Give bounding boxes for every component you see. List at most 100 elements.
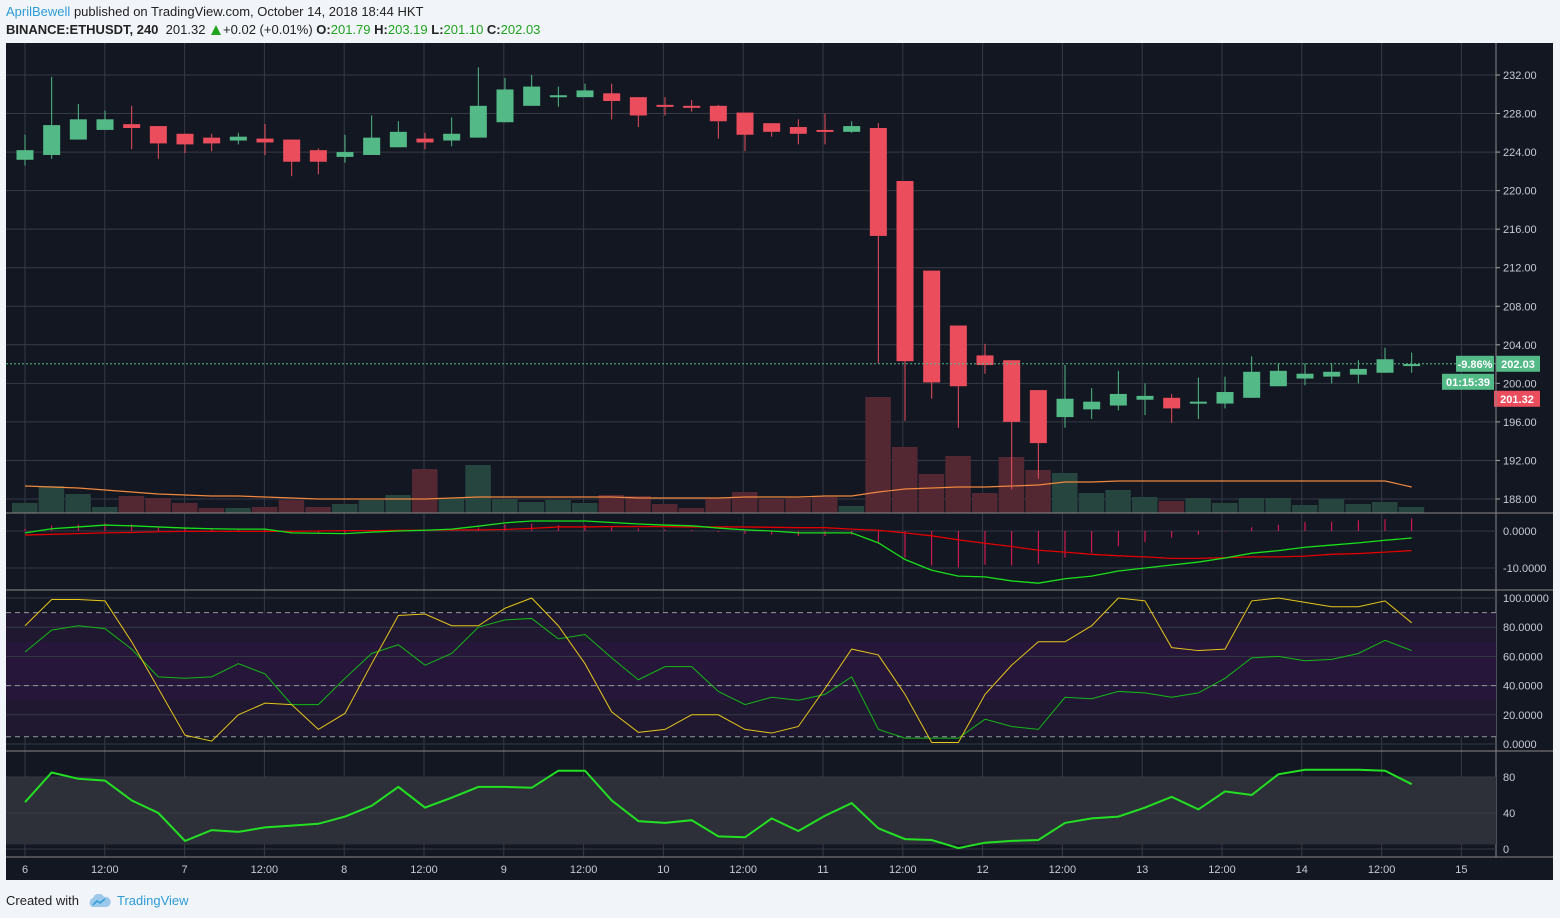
close-label: C: <box>486 22 501 37</box>
time-axis-label: 8 <box>341 864 347 876</box>
candle-up <box>576 90 594 98</box>
macd-axis-label: -10.0000 <box>1503 563 1546 575</box>
candle-down <box>203 137 221 144</box>
candle-down <box>789 127 807 134</box>
volume-bar <box>1212 503 1238 513</box>
candle-down <box>976 355 994 366</box>
stoch-axis-label: 100.0000 <box>1503 593 1549 605</box>
time-axis-label: 13 <box>1136 864 1148 876</box>
volume-bar <box>972 493 998 513</box>
symbol-legend: BINANCE:ETHUSDT, 240 201.32 +0.02 (+0.01… <box>6 22 540 37</box>
price-axis-label: 212.00 <box>1503 263 1537 275</box>
percent-change-badge-bg <box>1456 355 1494 372</box>
time-axis-label: 12:00 <box>251 864 279 876</box>
price-axis-label: 192.00 <box>1503 455 1537 467</box>
price-chart[interactable]: 6 12:00 7 12:00 8 12:00 9 12:00 10 12:00 11 12:00 12… <box>0 40 1560 882</box>
volume-bar <box>1052 473 1078 513</box>
volume-ma-line <box>24 480 1412 500</box>
volume-bar <box>438 498 465 513</box>
stoch-axis-label: 40.0000 <box>1503 681 1543 693</box>
time-axis-label: 11 <box>817 864 828 876</box>
volume-bar <box>145 498 171 513</box>
volume-bar <box>1398 507 1425 513</box>
close-price-badge: 202.03 <box>1501 359 1535 371</box>
price-axis-label: 224.00 <box>1503 147 1537 159</box>
candle-down <box>923 270 941 383</box>
time-axis-label: 7 <box>182 864 188 876</box>
last-price: 201.32 <box>165 22 206 37</box>
candle-up <box>1269 370 1287 387</box>
candle-up <box>1109 393 1127 406</box>
candle-up <box>469 105 487 138</box>
volume-bar <box>278 500 305 513</box>
up-arrow-icon <box>211 25 222 35</box>
volume-bar <box>518 502 545 513</box>
volume-bar <box>198 508 225 513</box>
volume-bar <box>492 499 518 513</box>
volume-bar <box>785 498 811 513</box>
volume-bar <box>1238 498 1265 513</box>
candle-down <box>416 138 434 143</box>
price-axis-label: 208.00 <box>1503 301 1537 313</box>
time-axis-label: 9 <box>501 864 507 876</box>
candle-up <box>1403 364 1421 367</box>
candle-up <box>496 89 514 123</box>
volume-bar <box>305 507 331 513</box>
volume-bar <box>678 508 705 513</box>
time-axis-label: 12:00 <box>410 864 438 876</box>
brand-name: TradingView <box>116 893 189 908</box>
candle-up <box>363 137 381 155</box>
price-axis-label: 232.00 <box>1503 70 1537 82</box>
candle-down <box>949 325 967 387</box>
volume-bar <box>465 465 491 513</box>
time-axis-label: 12:00 <box>1049 864 1077 876</box>
volume-bar <box>625 496 651 513</box>
volume-bar <box>252 507 278 513</box>
footer: Created with TradingView <box>6 893 189 908</box>
candle-up <box>96 119 114 130</box>
symbol-name: BINANCE:ETHUSDT, 240 <box>6 22 159 37</box>
bar-countdown-badge-bg <box>1442 373 1494 390</box>
price-axis-label: 216.00 <box>1503 224 1537 236</box>
volume-bar <box>1292 505 1318 513</box>
candle-down <box>763 123 781 132</box>
candle-down <box>1163 397 1181 409</box>
low-label: L: <box>431 22 444 37</box>
candle-down <box>1029 390 1047 444</box>
time-axis-label: 12:00 <box>729 864 757 876</box>
candle-up <box>1083 401 1101 410</box>
volume-bar <box>38 486 65 513</box>
candle-down <box>816 129 834 132</box>
candle-up <box>843 126 861 132</box>
volume-bar <box>1132 497 1158 513</box>
stoch-k-line <box>24 597 1413 744</box>
candle-down <box>149 126 167 144</box>
candle-up <box>229 136 247 141</box>
volume-bar <box>1265 498 1291 513</box>
volume-bar <box>1345 504 1371 513</box>
open-label: O: <box>316 22 331 37</box>
candle-down <box>1003 360 1021 422</box>
author-link[interactable]: AprilBewell <box>6 4 71 19</box>
candle-up <box>69 119 87 140</box>
time-axis-label: 15 <box>1455 864 1467 876</box>
candle-up <box>523 86 541 106</box>
volume-bar <box>332 504 358 513</box>
high-label: H: <box>374 22 388 37</box>
candle-down <box>629 97 647 116</box>
candle-down <box>283 139 301 162</box>
rsi-band <box>6 777 1496 845</box>
last-price-badge-bg <box>1494 390 1540 407</box>
candle-up <box>336 152 354 157</box>
time-axis-label: 12:00 <box>889 864 917 876</box>
time-axis-label: 6 <box>22 864 28 876</box>
time-axis-label: 10 <box>657 864 669 876</box>
volume-bar <box>225 508 251 513</box>
candle-up <box>1349 368 1367 375</box>
candle-down <box>176 133 194 145</box>
volume-bar <box>892 447 918 513</box>
candle-down <box>896 180 914 362</box>
tradingview-link[interactable]: TradingView <box>87 893 189 908</box>
volume-bar <box>1078 493 1105 513</box>
low-value: 201.10 <box>443 22 484 37</box>
